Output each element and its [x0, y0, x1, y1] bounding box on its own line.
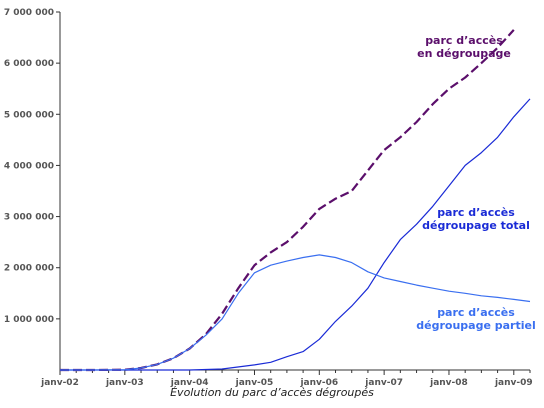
- x-tick-label: janv-06: [299, 378, 338, 388]
- series-label-degroupage: parc d’accès en dégroupage: [417, 34, 511, 60]
- x-axis: janv-02 janv-03 janv-04 janv-05 janv-06 janv-…: [40, 369, 533, 388]
- y-tick-label: 5 000 000: [4, 110, 54, 120]
- x-tick-label: janv-08: [429, 378, 468, 388]
- series-line-degroupage-total: [60, 98, 531, 371]
- y-tick-label: 6 000 000: [4, 59, 54, 69]
- series-label-degroupage-partiel: parc d’accès dégroupage partiel: [416, 306, 535, 332]
- y-tick-label: 1 000 000: [4, 315, 54, 325]
- x-tick-label: janv-02: [40, 378, 79, 388]
- series-lines: [60, 29, 531, 372]
- x-tick-label: janv-07: [364, 378, 403, 388]
- series-line-degroupage: [60, 29, 515, 372]
- y-axis: 1 000 000 2 000 000 3 000 000 4 000 000 5 00…: [4, 8, 61, 370]
- y-tick-label: 7 000 000: [4, 8, 54, 18]
- x-tick-label: janv-03: [105, 378, 144, 388]
- series-line-degroupage-partiel: [60, 254, 531, 371]
- series-label-degroupage-total: parc d’accès dégroupage total: [422, 206, 530, 232]
- y-tick-label: 2 000 000: [4, 264, 54, 274]
- y-tick-label: 4 000 000: [4, 161, 54, 171]
- series-labels: parc d’accès en dégroupage parc d’accès dég…: [416, 34, 535, 332]
- x-tick-label: janv-04: [170, 378, 209, 388]
- y-tick-label: 3 000 000: [4, 213, 54, 223]
- x-tick-label: janv-09: [494, 378, 533, 388]
- chart-caption: Évolution du parc d’accès dégroupés: [170, 386, 374, 399]
- x-tick-label: janv-05: [235, 378, 274, 388]
